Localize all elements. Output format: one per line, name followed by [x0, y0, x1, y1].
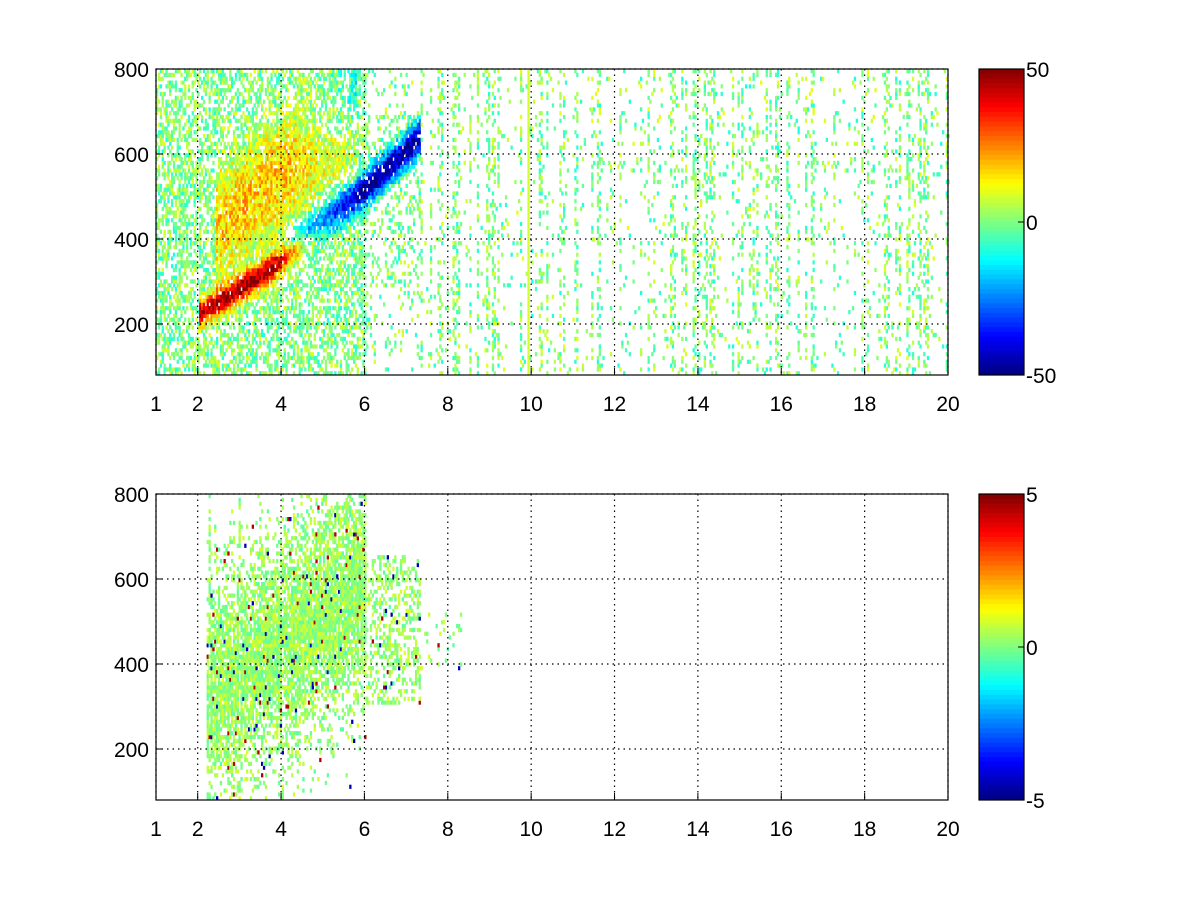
y-tick-label: 800	[114, 59, 149, 82]
colorbar-tick-label: -50	[1026, 365, 1056, 388]
x-tick-label: 12	[603, 393, 626, 416]
x-tick-label: 8	[442, 818, 454, 841]
x-tick-label: 16	[770, 393, 793, 416]
colorbar-tick-label: 50	[1026, 59, 1049, 82]
x-tick-label: 6	[359, 818, 371, 841]
colorbar-tick-label: 5	[1026, 484, 1038, 507]
x-tick-label: 1	[150, 818, 162, 841]
colorbar-tick-label: 0	[1026, 637, 1038, 660]
x-tick-label: 10	[519, 393, 542, 416]
colorbar-2: 5 0 -5	[978, 484, 1045, 813]
y-tick-label: 400	[114, 654, 149, 677]
x-tick-label: 12	[603, 818, 626, 841]
x-tick-label: 20	[936, 393, 959, 416]
x-tick-label: 2	[192, 393, 204, 416]
axes-frame-1	[155, 68, 949, 376]
x-tick-label: 4	[275, 393, 287, 416]
x-tick-label: 14	[686, 818, 710, 841]
x-tick-label: 6	[359, 393, 371, 416]
grid-lines-1	[155, 68, 949, 375]
y-tick-label: 200	[114, 739, 149, 762]
y-tick-label: 600	[114, 144, 149, 167]
axes-frame-2	[155, 493, 949, 801]
y-tick-label: 400	[114, 229, 149, 252]
y-tick-label: 800	[114, 484, 149, 507]
x-tick-label: 18	[853, 393, 876, 416]
x-tick-label: 20	[936, 818, 959, 841]
colorbar-tick-label: 0	[1026, 212, 1038, 235]
heatmap-cells-2	[206, 494, 463, 801]
y-tick-label: 200	[114, 314, 149, 337]
colorbar-1: 50 0 -50	[978, 59, 1056, 388]
x-tick-label: 4	[275, 818, 287, 841]
y-tick-label: 600	[114, 569, 149, 592]
x-tick-label: 2	[192, 818, 204, 841]
x-tick-label: 18	[853, 818, 876, 841]
x-tick-label: 10	[519, 818, 542, 841]
x-tick-label: 14	[686, 393, 710, 416]
x-tick-label: 1	[150, 393, 162, 416]
x-tick-label: 8	[442, 393, 454, 416]
heatmap-cells-1	[156, 69, 950, 376]
x-tick-label: 16	[770, 818, 793, 841]
colorbar-tick-label: -5	[1026, 790, 1045, 813]
